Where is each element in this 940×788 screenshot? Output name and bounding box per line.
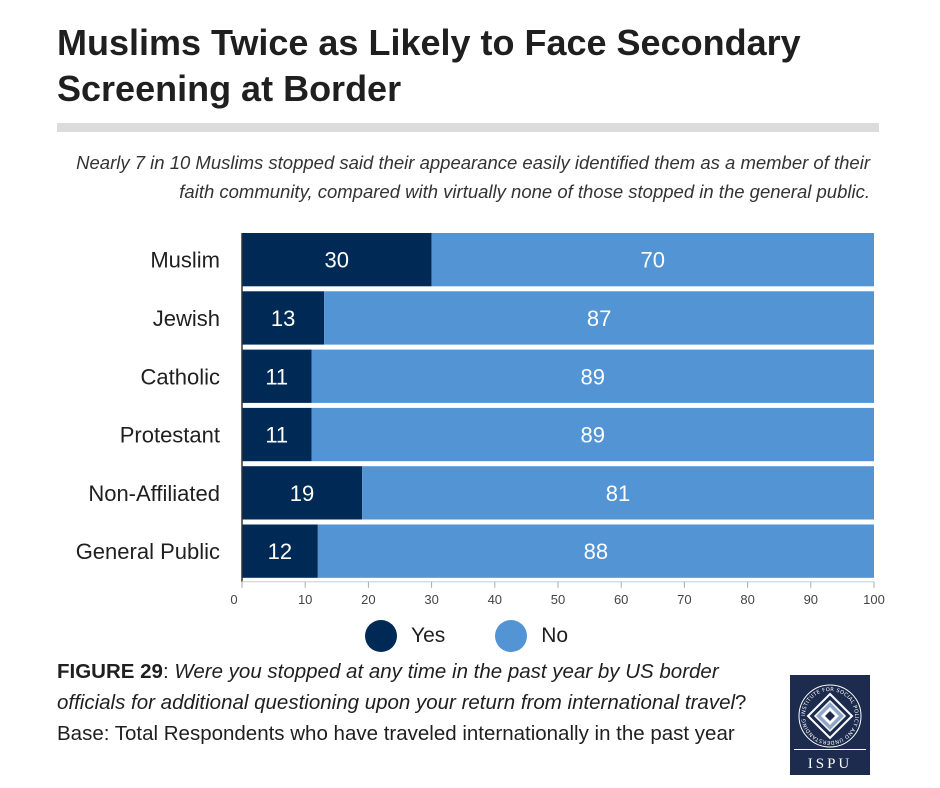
legend-swatch-no	[495, 620, 528, 652]
data-label-yes-jewish: 13	[271, 306, 295, 331]
legend: Yes No	[365, 620, 618, 652]
data-label-no-protestant: 89	[581, 423, 605, 448]
title-divider	[57, 123, 879, 132]
category-label-non-affiliated: Non-Affiliated	[88, 481, 220, 506]
caption-separator: :	[162, 660, 175, 683]
legend-label-yes: Yes	[411, 624, 446, 647]
x-tick-label-10: 10	[298, 592, 312, 607]
legend-item-yes: Yes	[365, 620, 445, 652]
data-label-no-general-public: 88	[584, 539, 608, 564]
x-tick-label-90: 90	[804, 592, 818, 607]
ispu-logo: INSTITUTE FOR SOCIAL POLICY AND UNDERSTA…	[790, 675, 870, 775]
category-label-general-public: General Public	[76, 539, 220, 564]
data-label-no-non-affiliated: 81	[606, 481, 630, 506]
legend-item-no: No	[495, 620, 568, 652]
stacked-bar-chart: 30 70 13 87 11 89 11 89 19 81 12 88 Muslim Jewish Cat…	[76, 233, 885, 607]
x-tick-label-20: 20	[361, 592, 375, 607]
figure-label: FIGURE 29	[57, 660, 163, 683]
logo-separator	[794, 749, 866, 750]
data-label-yes-catholic: 11	[265, 364, 288, 389]
caption-base: Base: Total Respondents who have travele…	[57, 722, 735, 745]
category-labels: Muslim Jewish Catholic Protestant Non-Affili…	[76, 248, 220, 565]
legend-label-no: No	[541, 624, 569, 647]
bar-no-catholic	[311, 349, 874, 403]
data-label-yes-general-public: 12	[268, 539, 292, 564]
x-tick-label-30: 30	[424, 592, 438, 607]
x-axis: 0 10 20 30 40 50 60 70 80 90 100	[230, 233, 885, 607]
category-label-jewish: Jewish	[153, 306, 220, 331]
x-tick-label-60: 60	[614, 592, 628, 607]
bar-yes-general-public	[242, 524, 318, 578]
bar-yes-catholic	[242, 349, 312, 403]
figure-caption: FIGURE 29: Were you stopped at any time …	[57, 656, 777, 749]
caption-question-mark: ?	[735, 691, 747, 714]
category-label-catholic: Catholic	[141, 364, 220, 389]
bar-no-general-public	[317, 524, 875, 578]
chart-subtitle: Nearly 7 in 10 Muslims stopped said thei…	[76, 152, 870, 202]
data-label-yes-muslim: 30	[325, 248, 349, 273]
bar-no-jewish	[324, 291, 874, 345]
data-label-no-catholic: 89	[581, 364, 605, 389]
x-tick-label-100: 100	[863, 592, 885, 607]
caption-question: Were you stopped at any time in the past…	[57, 660, 736, 714]
bar-no-non-affiliated	[362, 466, 874, 520]
category-label-muslim: Muslim	[150, 248, 220, 273]
data-label-yes-non-affiliated: 19	[290, 481, 314, 506]
category-label-protestant: Protestant	[120, 423, 220, 448]
logo-wordmark: ISPU	[807, 756, 853, 772]
x-tick-label-70: 70	[677, 592, 691, 607]
bar-yes-non-affiliated	[242, 466, 363, 520]
data-label-no-jewish: 87	[587, 306, 611, 331]
x-tick-label-0: 0	[230, 592, 237, 607]
x-tick-label-80: 80	[740, 592, 754, 607]
bar-yes-muslim	[242, 233, 432, 287]
bar-no-protestant	[311, 407, 874, 462]
legend-swatch-yes	[365, 620, 397, 652]
data-label-yes-protestant: 11	[265, 423, 288, 448]
x-tick-label-50: 50	[551, 592, 565, 607]
bar-yes-protestant	[242, 407, 312, 462]
bar-yes-jewish	[242, 291, 325, 345]
x-tick-label-40: 40	[488, 592, 502, 607]
bars-group: 30 70 13 87 11 89 11 89 19 81 12 88	[242, 233, 875, 578]
data-label-no-muslim: 70	[641, 248, 665, 273]
chart-title: Muslims Twice as Likely to Face Secondar…	[57, 22, 801, 109]
bar-no-muslim	[431, 233, 874, 287]
